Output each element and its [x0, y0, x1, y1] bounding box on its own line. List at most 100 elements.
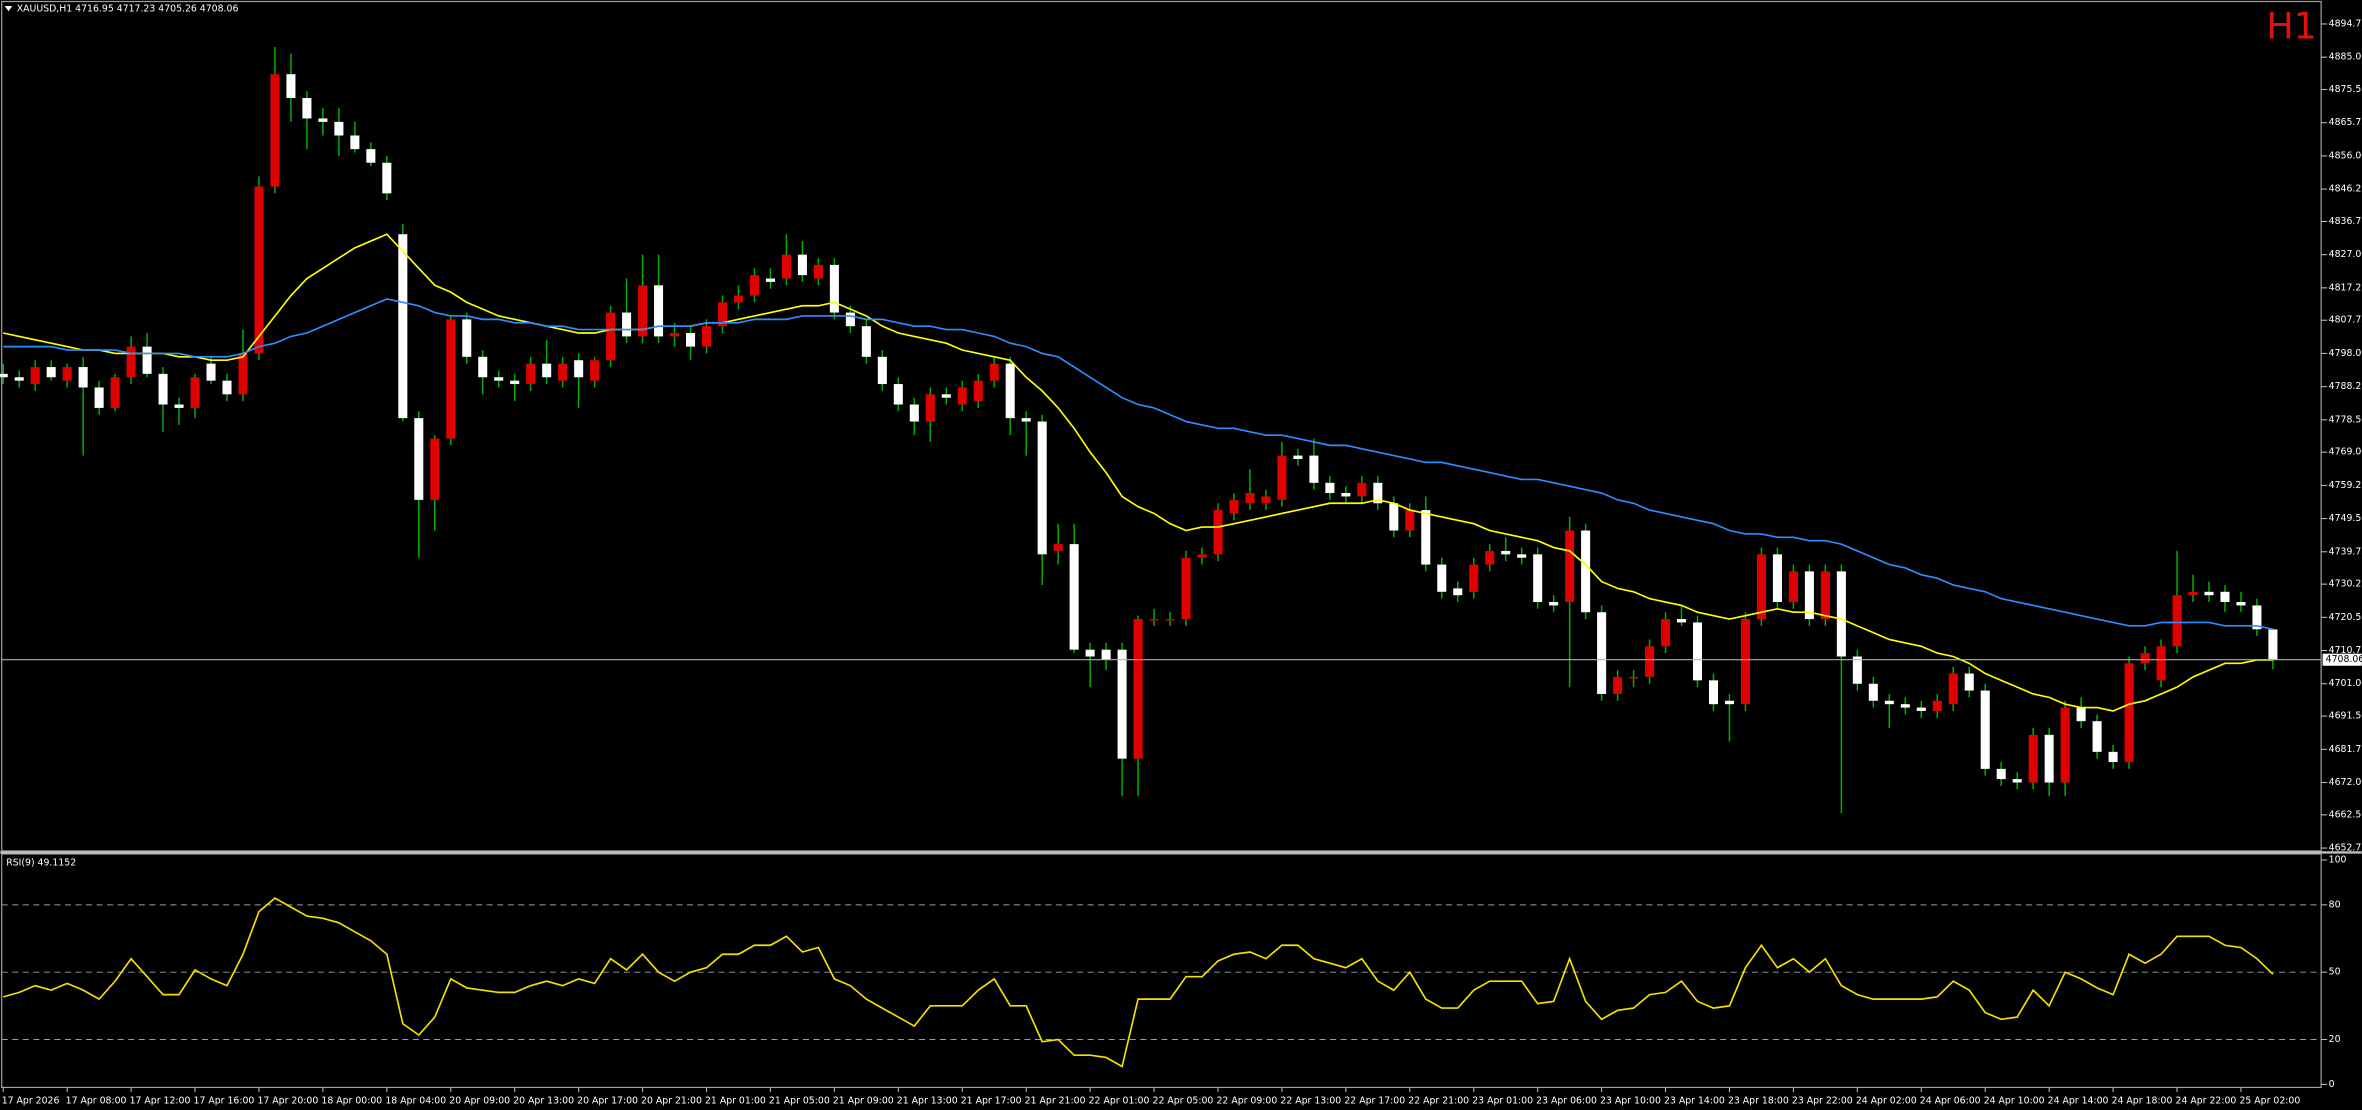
candle-body	[78, 367, 88, 388]
candle-body	[670, 332, 680, 337]
candle-body	[558, 363, 568, 381]
candle-body	[366, 149, 376, 163]
candle-body	[877, 356, 887, 385]
x-tick-label: 22 Apr 05:00	[1153, 1095, 1214, 1106]
y-tick-label: 4720.50	[2329, 612, 2362, 623]
rsi-panel-frame	[1, 853, 2322, 1089]
x-tick-label: 23 Apr 06:00	[1536, 1095, 1597, 1106]
candle-body	[126, 346, 136, 378]
candle-body	[1916, 707, 1926, 711]
y-tick-label: 20	[2329, 1034, 2341, 1045]
y-tick-label: 80	[2329, 899, 2341, 910]
chart-title: XAUUSD,H1 4716.95 4717.23 4705.26 4708.0…	[17, 4, 239, 15]
candle-body	[1229, 499, 1239, 514]
candle-body	[1149, 619, 1159, 621]
candle-body	[1788, 571, 1798, 603]
candle-body	[1645, 646, 1655, 677]
y-tick-label: 4807.75	[2329, 315, 2362, 326]
x-tick-label: 20 Apr 09:00	[449, 1095, 510, 1106]
y-tick-label: 4875.50	[2329, 84, 2362, 95]
candle-body	[1708, 680, 1719, 705]
candle-body	[1581, 530, 1591, 613]
candle-body	[1852, 656, 1862, 684]
moving-average	[3, 298, 2274, 631]
candle-body	[1661, 619, 1671, 647]
x-tick-label: 18 Apr 00:00	[321, 1095, 382, 1106]
x-tick-label: 17 Apr 08:00	[66, 1095, 127, 1106]
y-tick-label: 100	[2329, 854, 2347, 865]
candle-body	[733, 295, 743, 303]
candle-body	[638, 285, 648, 337]
x-tick-label: 24 Apr 02:00	[1856, 1095, 1917, 1106]
candle-body	[2188, 591, 2198, 596]
y-tick-label: 4691.50	[2329, 711, 2362, 722]
candle-body	[494, 377, 504, 381]
candle-body	[1421, 510, 1431, 565]
candle-body	[1677, 619, 1687, 623]
candle-body	[1021, 418, 1031, 422]
candle-body	[1373, 482, 1383, 504]
candle-body	[2140, 653, 2150, 664]
candle-body	[2108, 751, 2118, 763]
candle-body	[829, 264, 839, 313]
candle-body	[94, 387, 104, 408]
y-tick-label: 0	[2329, 1079, 2335, 1090]
candle-body	[1261, 496, 1271, 504]
candle-body	[526, 363, 536, 385]
candle-body	[845, 312, 855, 327]
price-panel-frame	[1, 0, 2322, 852]
candle-body	[62, 367, 72, 381]
candle-body	[1629, 676, 1639, 679]
candle-body	[1756, 554, 1766, 620]
candle-body	[2028, 734, 2038, 783]
candle-body	[1405, 510, 1415, 531]
rsi-title: RSI(9) 49.1152	[6, 857, 76, 868]
x-tick-label: 20 Apr 17:00	[577, 1095, 638, 1106]
candle-body	[238, 353, 248, 395]
menu-arrow	[4, 6, 13, 12]
candle-body	[510, 380, 520, 385]
candle-body	[1069, 544, 1079, 650]
x-tick-label: 24 Apr 22:00	[2176, 1095, 2237, 1106]
candle-body	[1597, 612, 1607, 694]
y-tick-label: 4885.00	[2329, 52, 2362, 63]
y-tick-label: 4652.75	[2329, 843, 2362, 854]
candle-body	[765, 278, 775, 282]
candle-body	[2060, 707, 2070, 783]
x-tick-label: 22 Apr 01:00	[1089, 1095, 1150, 1106]
y-tick-label: 50	[2329, 967, 2341, 978]
y-tick-label: 4817.25	[2329, 282, 2362, 293]
candle-body	[1309, 455, 1319, 483]
candle-body	[1053, 544, 1063, 551]
candle-body	[574, 360, 584, 378]
candle-body	[1980, 690, 1990, 769]
candle-body	[2092, 721, 2102, 752]
candle-body	[142, 346, 152, 374]
candle-body	[1085, 649, 1095, 657]
x-tick-label: 22 Apr 21:00	[1408, 1095, 1469, 1106]
candle-body	[1565, 530, 1575, 603]
candle-body	[174, 404, 184, 408]
timeframe-label: H1	[2266, 5, 2316, 48]
x-tick-label: 17 Apr 2026	[2, 1095, 60, 1106]
candle-body	[350, 135, 360, 150]
candle-body	[701, 326, 712, 347]
x-tick-label: 18 Apr 04:00	[385, 1095, 446, 1106]
candle-body	[1900, 704, 1910, 708]
y-tick-label: 4788.25	[2329, 381, 2362, 392]
candle-body	[813, 264, 823, 279]
candle-body	[1133, 619, 1143, 759]
candle-body	[1037, 421, 1047, 555]
candle-body	[1197, 554, 1207, 558]
candle-body	[749, 275, 759, 296]
candle-body	[1613, 676, 1623, 694]
candle-body	[1293, 455, 1303, 459]
rsi-line	[3, 897, 2274, 1068]
candle-body	[1772, 554, 1782, 603]
x-tick-label: 22 Apr 13:00	[1280, 1095, 1341, 1106]
candle-body	[1245, 493, 1255, 504]
candle-body	[686, 332, 696, 347]
candle-body	[1948, 673, 1958, 705]
candle-body	[861, 326, 871, 357]
